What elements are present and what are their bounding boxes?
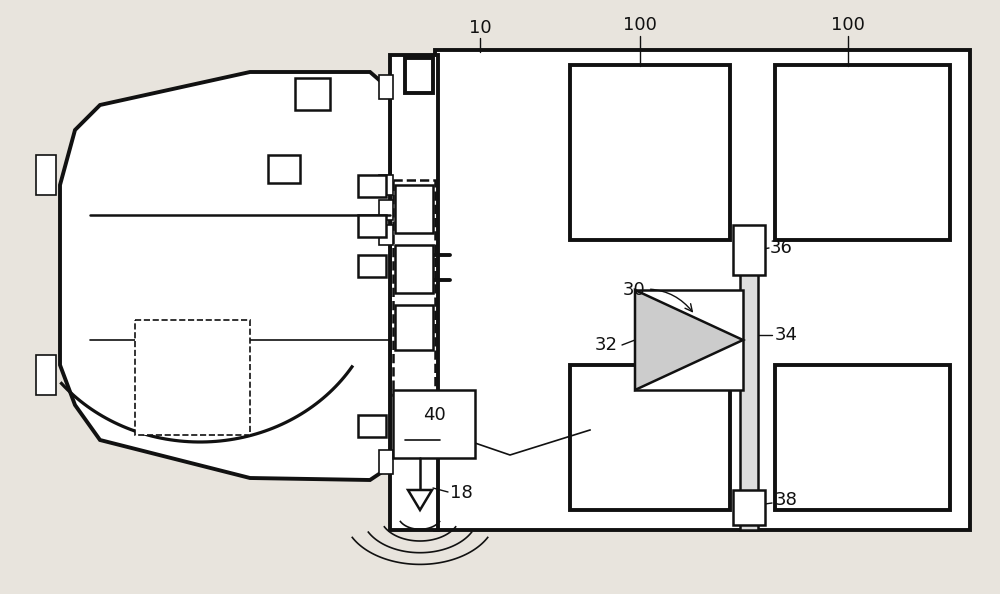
Bar bbox=[733, 490, 765, 525]
Bar bbox=[358, 415, 386, 437]
Bar bbox=[295, 78, 330, 110]
Polygon shape bbox=[635, 290, 743, 390]
Text: 18: 18 bbox=[450, 484, 473, 502]
Bar bbox=[358, 255, 386, 277]
Bar bbox=[379, 225, 393, 245]
Bar bbox=[740, 240, 758, 530]
Bar bbox=[775, 65, 950, 240]
Bar bbox=[570, 65, 730, 240]
Bar bbox=[393, 390, 475, 458]
Bar bbox=[379, 175, 393, 195]
Polygon shape bbox=[408, 490, 432, 510]
Text: 38: 38 bbox=[775, 491, 798, 509]
Bar bbox=[36, 155, 56, 195]
Bar bbox=[135, 320, 250, 435]
Text: 100: 100 bbox=[831, 16, 865, 34]
Bar bbox=[379, 75, 393, 99]
Bar bbox=[379, 450, 393, 474]
Bar bbox=[435, 50, 970, 530]
Bar bbox=[405, 58, 433, 93]
Bar bbox=[733, 225, 765, 275]
Bar bbox=[775, 365, 950, 510]
Bar bbox=[36, 355, 56, 395]
Bar bbox=[393, 180, 435, 395]
Bar bbox=[395, 245, 433, 293]
Bar bbox=[268, 155, 300, 183]
Text: 10: 10 bbox=[469, 19, 491, 37]
Text: 36: 36 bbox=[770, 239, 793, 257]
Bar bbox=[358, 215, 386, 237]
Bar bbox=[379, 200, 393, 220]
Text: 40: 40 bbox=[423, 406, 445, 424]
Bar bbox=[395, 185, 433, 233]
Polygon shape bbox=[60, 72, 390, 480]
Text: 34: 34 bbox=[775, 326, 798, 344]
Bar bbox=[570, 365, 730, 510]
Bar bbox=[390, 55, 438, 530]
Text: 30: 30 bbox=[622, 281, 692, 312]
Bar bbox=[395, 305, 433, 350]
Bar bbox=[358, 175, 386, 197]
Text: 100: 100 bbox=[623, 16, 657, 34]
Text: 32: 32 bbox=[595, 336, 618, 354]
Bar bbox=[635, 290, 743, 390]
